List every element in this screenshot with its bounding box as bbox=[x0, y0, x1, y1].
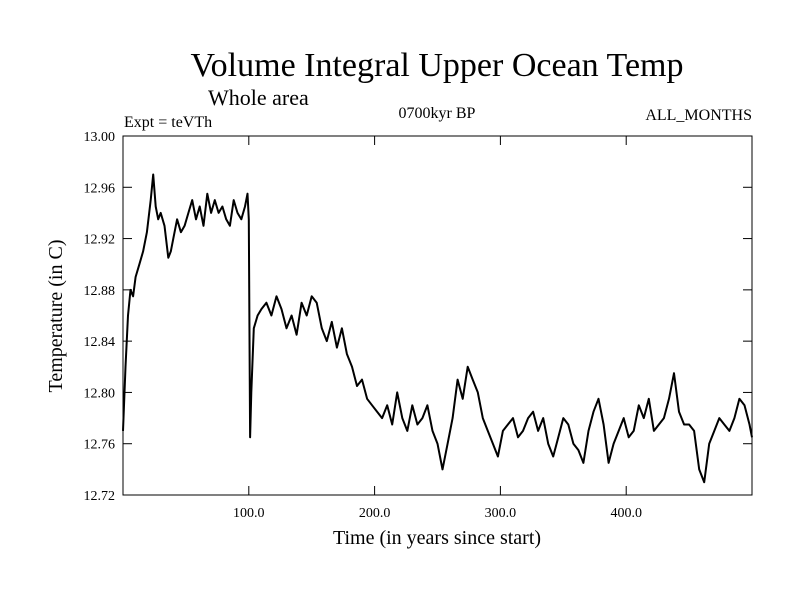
chart-title: Volume Integral Upper Ocean Temp bbox=[191, 47, 684, 84]
x-axis-label: Time (in years since start) bbox=[333, 527, 541, 549]
y-axis-label: Temperature (in C) bbox=[45, 240, 67, 393]
y-tick-label: 12.80 bbox=[84, 386, 116, 401]
y-tick-label: 12.92 bbox=[84, 233, 116, 248]
y-tick-label: 12.88 bbox=[84, 284, 116, 299]
y-tick-label: 12.84 bbox=[84, 335, 116, 350]
chart-subtitle: Whole area bbox=[208, 85, 309, 110]
y-tick-label: 13.00 bbox=[84, 130, 116, 145]
series-line bbox=[122, 173, 753, 484]
y-tick-label: 12.96 bbox=[84, 181, 116, 196]
plot-frame bbox=[122, 135, 753, 496]
x-tick-label: 400.0 bbox=[610, 506, 642, 521]
x-tick-label: 200.0 bbox=[359, 506, 391, 521]
y-tick-label: 12.76 bbox=[84, 438, 116, 453]
months-label: ALL_MONTHS bbox=[645, 107, 752, 124]
x-tick-label: 300.0 bbox=[485, 506, 517, 521]
period-label: 0700kyr BP bbox=[399, 105, 476, 122]
y-tick-label: 12.72 bbox=[84, 489, 116, 504]
x-tick-label: 100.0 bbox=[233, 506, 265, 521]
experiment-label: Expt = teVTh bbox=[124, 114, 212, 131]
